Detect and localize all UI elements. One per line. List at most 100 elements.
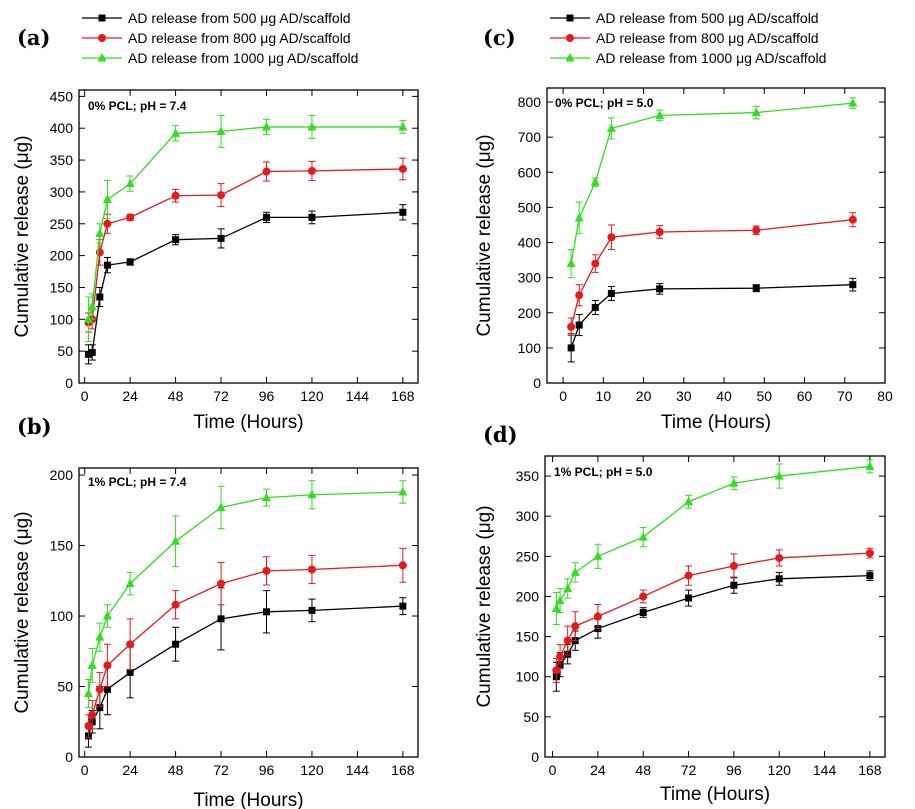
x-tick-label: 96 [259,388,275,404]
y-axis-title: Cumulative release (μg) [12,511,33,713]
x-tick-label: 48 [635,762,651,778]
data-point [774,471,784,480]
data-point [307,166,316,175]
plot-frame [546,87,886,384]
x-tick-label: 0 [81,388,89,404]
x-tick-label: 144 [813,762,837,778]
y-tick-label: 450 [50,88,74,104]
y-tick-label: 150 [50,538,74,554]
y-tick-label: 350 [516,468,540,484]
x-axis-title: Time (Hours) [193,790,303,809]
x-tick-label: 120 [300,388,324,404]
data-point [398,486,408,496]
data-point [84,350,92,358]
x-tick-label: 0 [559,388,567,404]
y-axis-title: Cumulative release (μg) [12,135,33,337]
y-tick-label: 200 [50,467,74,483]
panel-annotation: 1% PCL; pH = 5.0 [554,465,653,479]
data-point [607,233,616,242]
data-point [95,228,105,237]
data-point [655,110,665,119]
legend-entry: AD release from 800 μg AD/scaffold [596,30,819,46]
data-point [262,167,271,176]
data-point [217,579,226,588]
data-point [262,213,270,221]
x-tick-label: 40 [716,388,732,404]
data-point [638,532,648,541]
legend-entry: AD release from 500 μg AD/scaffold [128,10,351,26]
x-tick-label: 24 [590,762,606,778]
x-tick-label: 10 [596,388,612,404]
data-point [95,632,105,641]
series-line [88,168,403,323]
x-tick-label: 60 [797,388,813,404]
data-point [865,549,874,558]
data-point [639,609,647,617]
x-tick-label: 20 [636,388,652,404]
data-point [848,98,858,107]
panel-a: (a) 0 24 48 72 96 120 144 168 0 50 100 150 200 250 300 3… [12,10,419,433]
y-tick-label: 0 [65,375,73,391]
panel-b: (b) 0 24 48 72 96 120 144 168 0 50 100 150 200 Time (H… [12,414,419,809]
x-tick-label: 0 [81,762,89,778]
series-line [555,552,870,671]
data-point [398,164,407,173]
x-tick-label: 48 [168,388,184,404]
x-tick-label: 48 [168,762,184,778]
data-point [262,608,270,616]
data-point [172,236,180,244]
y-tick-label: 0 [533,375,541,391]
y-axis-title: Cumulative release (μg) [474,134,495,336]
data-point [639,592,648,601]
y-tick-label: 100 [50,311,74,327]
data-point [563,636,572,645]
data-point [83,314,93,323]
data-point [87,301,97,311]
y-tick-label: 350 [50,152,74,168]
series-line [87,564,403,727]
y-tick-label: 250 [50,216,74,232]
panel-label: (b) [17,414,52,439]
legend-marker [565,53,575,62]
data-point [752,226,761,235]
legend-entry: AD release from 800 μg AD/scaffold [128,30,351,46]
data-point [593,551,603,560]
legend-marker [566,34,574,42]
data-point [95,685,104,694]
x-tick-label: 144 [346,762,370,778]
data-point [655,227,664,236]
data-point [126,213,135,222]
panel-label: (a) [17,25,50,50]
legend-marker [97,53,107,62]
data-point [217,234,225,242]
y-tick-label: 50 [57,679,73,695]
data-point [574,212,584,222]
series-line [88,211,403,355]
data-point [566,258,576,268]
data-point [575,321,583,329]
data-point [607,289,615,297]
data-point [96,704,104,712]
data-point [87,660,97,669]
data-point [171,536,181,545]
y-tick-label: 0 [65,749,73,765]
panel-annotation: 0% PCL; pH = 7.4 [88,99,187,113]
x-tick-label: 80 [877,388,893,404]
data-point [570,567,580,576]
x-tick-label: 72 [681,762,697,778]
data-point [103,261,111,269]
y-tick-label: 100 [518,340,542,356]
plot-frame [544,455,886,758]
x-tick-label: 144 [346,388,370,404]
panel-label: (c) [483,25,516,50]
legend-entry: AD release from 500 μg AD/scaffold [596,10,819,26]
x-tick-label: 72 [213,762,229,778]
data-point [775,575,783,583]
data-point [684,571,693,580]
data-point [775,553,784,562]
x-axis-title: Time (Hours) [193,412,303,433]
data-point [262,566,271,575]
panel-annotation: 1% PCL; pH = 7.4 [88,475,187,489]
series-line [87,126,403,320]
data-point [103,219,112,228]
